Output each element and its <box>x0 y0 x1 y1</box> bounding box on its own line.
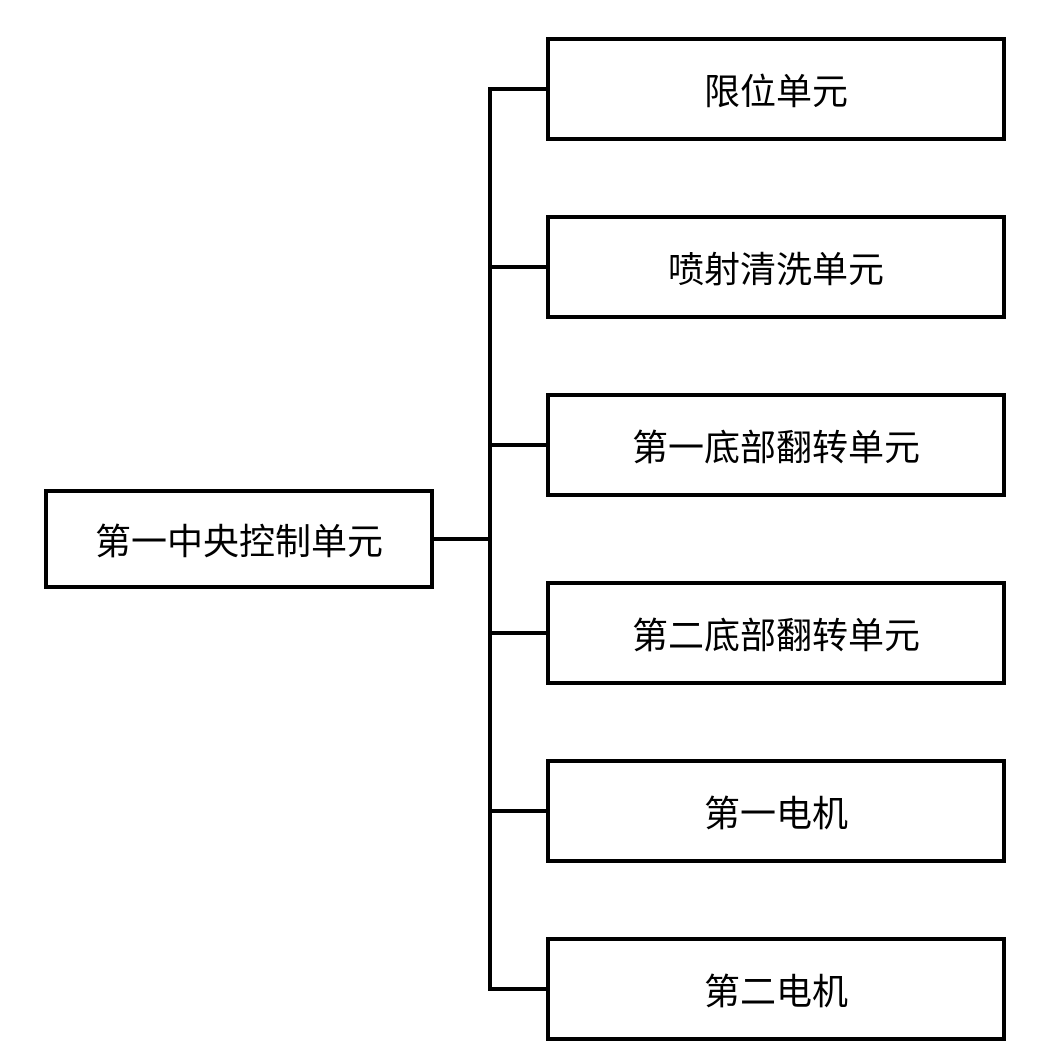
child-label-5: 第二电机 <box>704 963 848 1015</box>
child-box-3: 第二底部翻转单元 <box>546 581 1006 685</box>
child-label-3: 第二底部翻转单元 <box>632 607 920 659</box>
connector-branch-1 <box>488 265 546 269</box>
child-box-5: 第二电机 <box>546 937 1006 1041</box>
root-label: 第一中央控制单元 <box>95 513 383 565</box>
child-box-2: 第一底部翻转单元 <box>546 393 1006 497</box>
child-label-4: 第一电机 <box>704 785 848 837</box>
child-box-4: 第一电机 <box>546 759 1006 863</box>
child-label-1: 喷射清洗单元 <box>668 241 884 293</box>
connector-branch-4 <box>488 809 546 813</box>
child-box-0: 限位单元 <box>546 37 1006 141</box>
connector-stub-root <box>434 537 492 541</box>
child-label-0: 限位单元 <box>704 63 848 115</box>
connector-branch-2 <box>488 443 546 447</box>
connector-branch-3 <box>488 631 546 635</box>
root-box: 第一中央控制单元 <box>44 489 434 589</box>
child-label-2: 第一底部翻转单元 <box>632 419 920 471</box>
connector-trunk <box>488 87 492 991</box>
connector-branch-5 <box>488 987 546 991</box>
block-diagram: 第一中央控制单元 限位单元 喷射清洗单元 第一底部翻转单元 第二底部翻转单元 第… <box>0 0 1051 1047</box>
connector-branch-0 <box>488 87 546 91</box>
child-box-1: 喷射清洗单元 <box>546 215 1006 319</box>
